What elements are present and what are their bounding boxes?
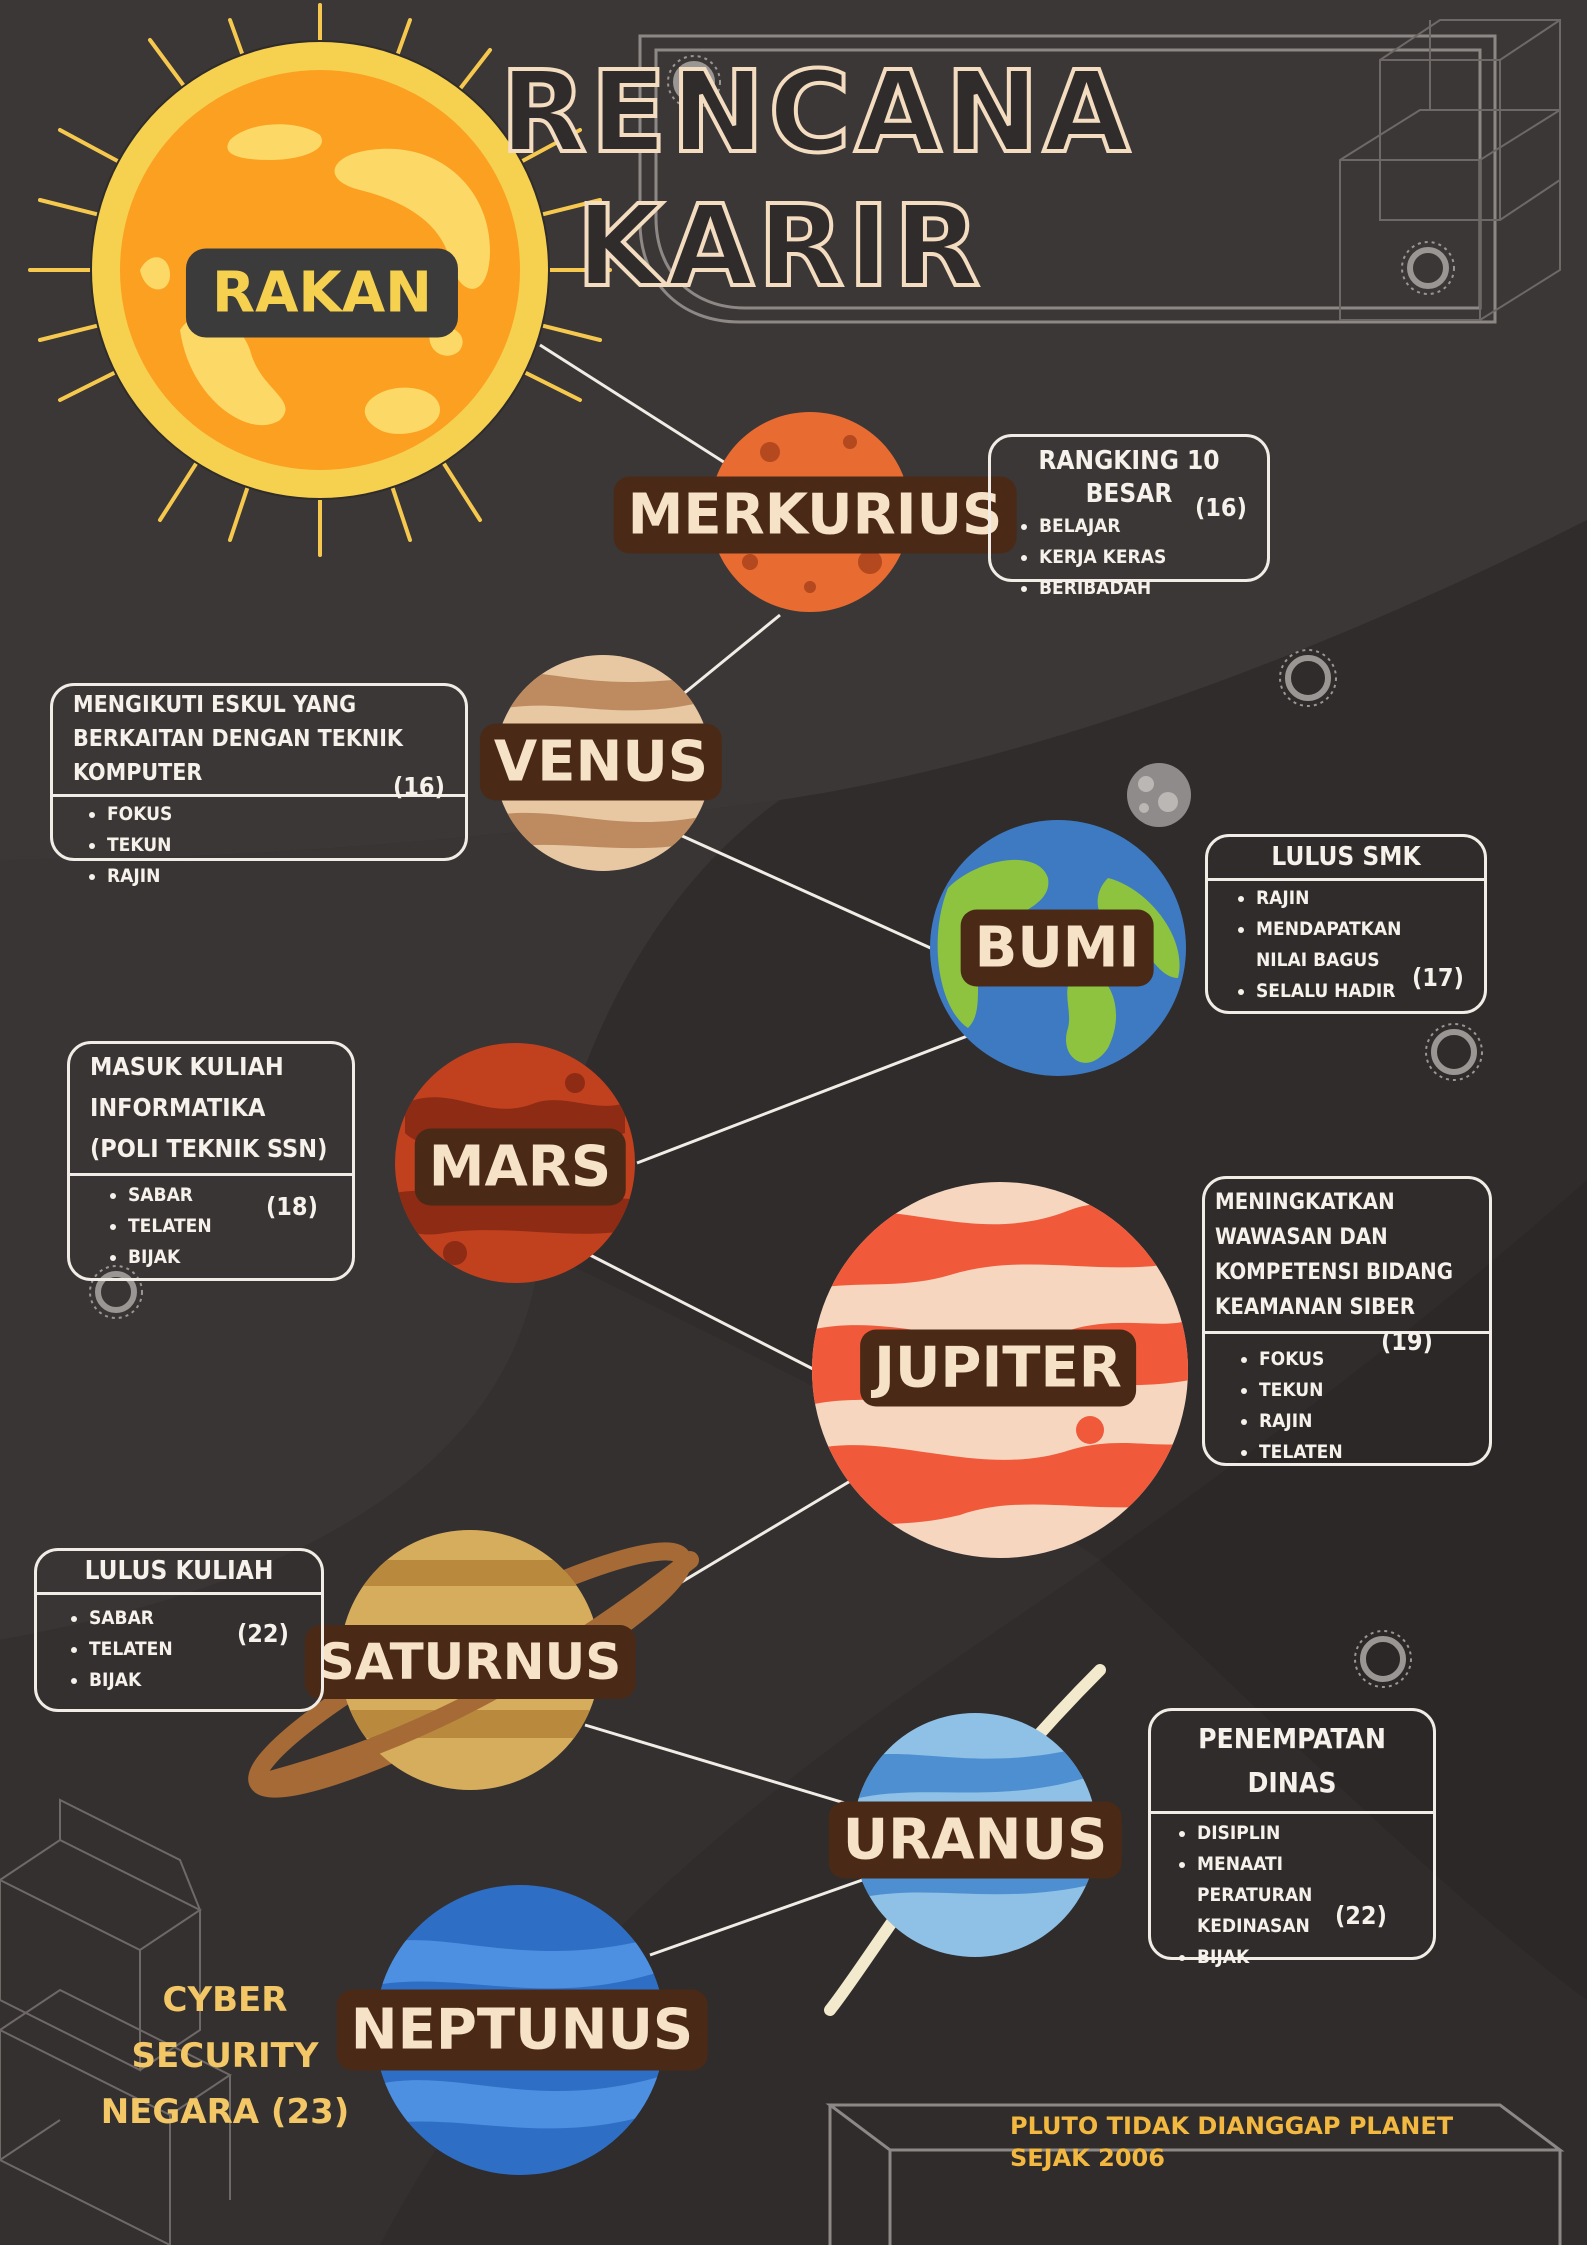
age-badge: (22) <box>1335 1901 1387 1930</box>
jupiter-card-title: MENINGKATKAN WAWASAN DAN KOMPETENSI BIDA… <box>1205 1179 1489 1334</box>
merkurius-label: MERKURIUS <box>613 476 1017 554</box>
age-badge: (22) <box>237 1619 289 1648</box>
venus-card-title: MENGIKUTI ESKUL YANG BERKAITAN DENGAN TE… <box>53 686 465 797</box>
neptunus-goal: CYBER SECURITY NEGARA (23) <box>70 1972 380 2140</box>
uranus-card-title: PENEMPATAN DINAS <box>1151 1711 1433 1814</box>
list-item: BELAJAR <box>1039 511 1267 542</box>
sun-label: RAKAN <box>185 248 459 338</box>
pluto-footnote: PLUTO TIDAK DIANGGAP PLANET SEJAK 2006 <box>1010 2110 1530 2174</box>
list-item: FOKUS <box>107 799 465 830</box>
jupiter-card: MENINGKATKAN WAWASAN DAN KOMPETENSI BIDA… <box>1202 1176 1492 1466</box>
age-badge: (16) <box>1195 493 1247 522</box>
page-title-line2: KARIR <box>574 180 984 314</box>
pluto-footnote-line1: PLUTO TIDAK DIANGGAP PLANET <box>1010 2112 1454 2140</box>
bumi-card: LULUS SMK RAJIN MENDAPATKAN NILAI BAGUS … <box>1205 834 1487 1014</box>
age-badge: (16) <box>393 772 445 801</box>
bumi-card-title: LULUS SMK <box>1208 837 1484 881</box>
list-item: BIJAK <box>1197 1942 1433 1973</box>
uranus-card: PENEMPATAN DINAS DISIPLIN MENAATI PERATU… <box>1148 1708 1436 1968</box>
merkurius-card: RANGKING 10 BESAR BELAJAR KERJA KERAS BE… <box>988 434 1270 599</box>
list-item: TELATEN <box>128 1211 352 1242</box>
list-item: MENDAPATKAN NILAI BAGUS <box>1256 914 1446 976</box>
list-item: BERIBADAH <box>1039 573 1267 604</box>
saturnus-card: LULUS KULIAH SABAR TELATEN BIJAK (22) <box>34 1548 324 1712</box>
list-item: RAJIN <box>1256 883 1474 914</box>
mars-label: MARS <box>414 1128 626 1206</box>
list-item: SABAR <box>128 1180 352 1211</box>
merkurius-card-title: RANGKING 10 BESAR <box>1038 446 1220 509</box>
saturnus-label: SATURNUS <box>304 1625 636 1699</box>
venus-card: MENGIKUTI ESKUL YANG BERKAITAN DENGAN TE… <box>50 683 468 887</box>
list-item: BIJAK <box>128 1242 352 1273</box>
list-item: TELATEN <box>89 1634 321 1665</box>
neptunus-goal-line1: CYBER SECURITY <box>131 1980 319 2076</box>
list-item: RAJIN <box>107 861 465 892</box>
saturnus-planet <box>248 1530 699 1798</box>
venus-label: VENUS <box>479 723 723 801</box>
list-item: TEKUN <box>1259 1375 1489 1406</box>
age-badge: (18) <box>266 1192 318 1221</box>
jupiter-label: JUPITER <box>860 1329 1136 1407</box>
list-item: FOKUS <box>1259 1344 1489 1375</box>
age-badge: (17) <box>1412 963 1464 992</box>
list-item: SABAR <box>89 1603 321 1634</box>
mars-card: MASUK KULIAH INFORMATIKA (POLI TEKNIK SS… <box>67 1041 355 1281</box>
saturnus-card-title: LULUS KULIAH <box>37 1551 321 1595</box>
list-item: TEKUN <box>107 830 465 861</box>
neptunus-goal-line2: NEGARA (23) <box>100 2092 350 2132</box>
neptunus-label: NEPTUNUS <box>336 1989 708 2071</box>
list-item: SELALU HADIR <box>1256 976 1474 1007</box>
list-item: KERJA KERAS <box>1039 542 1267 573</box>
age-badge: (19) <box>1381 1327 1433 1356</box>
list-item: DISIPLIN <box>1197 1818 1433 1849</box>
neptunus-planet <box>375 1885 665 2175</box>
moon-illustration <box>1127 763 1191 827</box>
list-item: RAJIN <box>1259 1406 1489 1437</box>
list-item: BIJAK <box>89 1665 321 1696</box>
bumi-label: BUMI <box>960 909 1154 987</box>
list-item: TELATEN <box>1259 1437 1489 1468</box>
list-item: MENAATI PERATURAN KEDINASAN <box>1197 1849 1397 1942</box>
mars-card-title: MASUK KULIAH INFORMATIKA (POLI TEKNIK SS… <box>70 1044 352 1176</box>
uranus-label: URANUS <box>828 1801 1122 1879</box>
pluto-footnote-line2: SEJAK 2006 <box>1010 2144 1165 2172</box>
page-title-line1: RENCANA <box>498 46 1134 180</box>
